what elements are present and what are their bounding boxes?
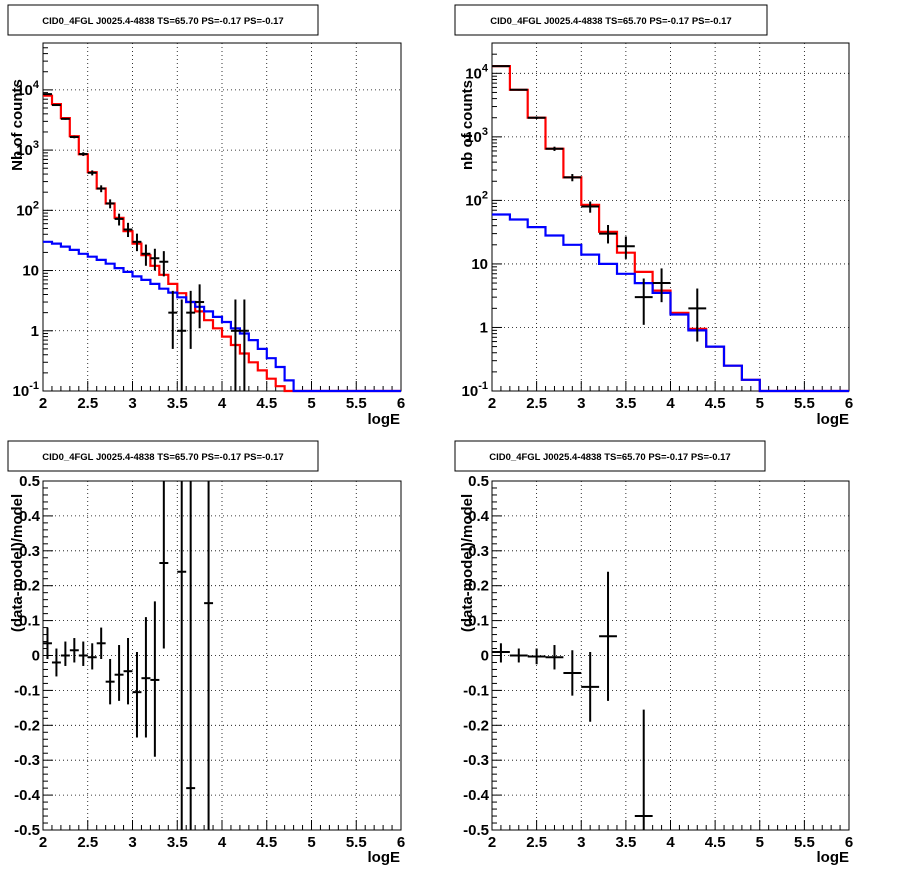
y-tick-label: 0.4: [468, 508, 490, 525]
x-tick-label: 5.5: [794, 834, 815, 851]
y-tick-label: -0.2: [14, 717, 40, 734]
y-tick-label: 0.2: [468, 578, 489, 595]
x-tick-label: 4.5: [256, 395, 277, 412]
x-tick-label: 5.5: [794, 395, 815, 412]
x-tick-label: 2.5: [77, 834, 98, 851]
y-tick-label: 1: [31, 323, 39, 340]
x-tick-label: 5: [307, 834, 315, 851]
x-tick-label: 2: [39, 834, 47, 851]
x-tick-label: 2.5: [77, 395, 98, 412]
y-tick-label: 0.5: [19, 473, 40, 490]
y-tick-label: 1: [480, 319, 488, 336]
y-tick-label: 103: [16, 139, 39, 159]
x-tick-label: 6: [845, 834, 853, 851]
y-tick-label: 0.3: [468, 543, 489, 560]
chart-panel-3: CID0_4FGL J0025.4-4838 TS=65.70 PS=-0.17…: [7, 440, 405, 866]
y-tick-label: 0.1: [468, 613, 489, 630]
y-tick-label: 0: [481, 648, 489, 665]
y-tick-label: 0.5: [468, 473, 489, 490]
y-tick-label: 103: [465, 126, 488, 146]
x-tick-label: 3.5: [167, 395, 188, 412]
x-axis-label: logE: [368, 849, 401, 866]
y-tick-label: 10-1: [13, 380, 39, 400]
x-tick-label: 3.5: [167, 834, 188, 851]
y-tick-label: 0.2: [19, 578, 40, 595]
x-tick-label: 3.5: [615, 395, 636, 412]
x-tick-label: 2: [39, 395, 47, 412]
x-tick-label: 5.5: [346, 395, 367, 412]
x-tick-label: 4: [218, 834, 227, 851]
x-tick-label: 5: [756, 834, 764, 851]
x-tick-label: 3: [128, 834, 136, 851]
y-tick-label: 102: [16, 199, 39, 219]
y-tick-label: 10-1: [462, 380, 488, 400]
x-tick-label: 3: [128, 395, 136, 412]
y-axis-label: (data-model)/model: [459, 494, 476, 632]
model-background-series: [492, 213, 849, 393]
y-axis-label: Nb of counts: [9, 79, 26, 171]
chart-title: CID0_4FGL J0025.4-4838 TS=65.70 PS=-0.17…: [42, 16, 283, 27]
model-background-series: [43, 240, 401, 393]
y-axis-label: nb of counts: [459, 80, 476, 170]
y-tick-label: -0.1: [463, 682, 489, 699]
y-tick-label: 10: [22, 263, 39, 280]
x-tick-label: 5: [307, 395, 315, 412]
y-tick-label: 102: [465, 189, 488, 209]
x-axis-label: logE: [817, 411, 850, 428]
x-tick-label: 5: [756, 395, 764, 412]
x-axis-label: logE: [368, 411, 401, 428]
y-tick-label: 0.3: [19, 543, 40, 560]
x-tick-label: 6: [845, 395, 853, 412]
y-tick-label: 0: [32, 648, 40, 665]
x-tick-label: 6: [397, 395, 405, 412]
title-box: [454, 440, 766, 472]
y-tick-label: -0.3: [463, 752, 489, 769]
y-tick-label: -0.2: [463, 717, 489, 734]
x-tick-label: 2: [488, 395, 496, 412]
x-tick-label: 2.5: [526, 395, 547, 412]
y-tick-label: -0.5: [463, 822, 489, 839]
x-tick-label: 4.5: [256, 834, 277, 851]
y-tick-label: -0.5: [14, 822, 40, 839]
x-tick-label: 2: [488, 834, 496, 851]
y-tick-label: -0.3: [14, 752, 40, 769]
y-tick-label: 0.1: [19, 613, 40, 630]
chart-panel-1: CID0_4FGL J0025.4-4838 TS=65.70 PS=-0.17…: [7, 4, 405, 428]
x-tick-label: 4: [666, 395, 675, 412]
x-tick-label: 4.5: [705, 834, 726, 851]
chart-panel-4: CID0_4FGL J0025.4-4838 TS=65.70 PS=-0.17…: [454, 440, 853, 866]
x-tick-label: 6: [397, 834, 405, 851]
x-tick-label: 3: [577, 834, 585, 851]
y-tick-label: 10: [471, 256, 488, 273]
title-box: [7, 440, 319, 472]
x-axis-label: logE: [817, 849, 850, 866]
y-tick-label: 104: [465, 62, 489, 82]
chart-title: CID0_4FGL J0025.4-4838 TS=65.70 PS=-0.17…: [42, 452, 283, 463]
x-tick-label: 3: [577, 395, 585, 412]
x-tick-label: 2.5: [526, 834, 547, 851]
y-tick-label: 104: [16, 79, 40, 99]
x-tick-label: 4: [666, 834, 675, 851]
title-box: [454, 4, 768, 36]
x-tick-label: 3.5: [615, 834, 636, 851]
x-tick-label: 4.5: [705, 395, 726, 412]
chart-title: CID0_4FGL J0025.4-4838 TS=65.70 PS=-0.17…: [490, 16, 731, 27]
y-axis-label: (data-model)/model: [9, 494, 26, 632]
chart-title: CID0_4FGL J0025.4-4838 TS=65.70 PS=-0.17…: [489, 452, 730, 463]
y-tick-label: 0.4: [19, 508, 41, 525]
y-tick-label: -0.4: [463, 787, 490, 804]
chart-panel-2: CID0_4FGL J0025.4-4838 TS=65.70 PS=-0.17…: [454, 4, 853, 428]
y-tick-label: -0.4: [14, 787, 41, 804]
x-tick-label: 5.5: [346, 834, 367, 851]
x-tick-label: 4: [218, 395, 227, 412]
y-tick-label: -0.1: [14, 682, 40, 699]
title-box: [7, 4, 319, 36]
